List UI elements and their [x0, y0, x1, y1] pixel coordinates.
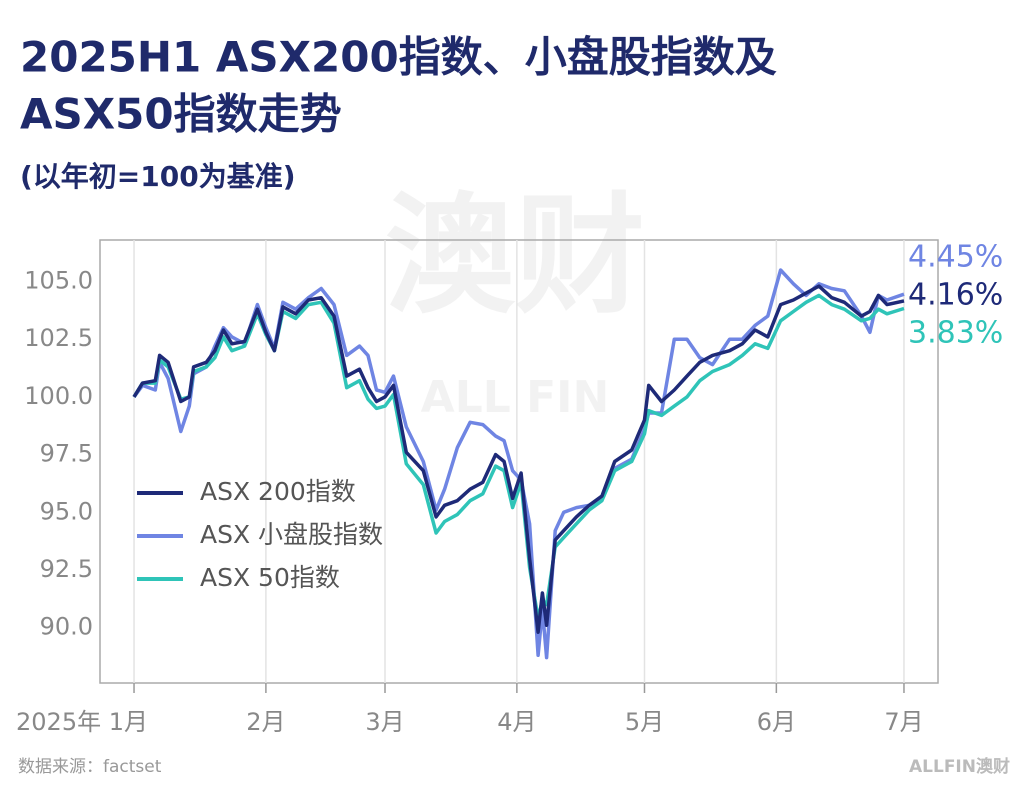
end-label: 3.83% [908, 316, 1003, 351]
y-tick-label: 105.0 [24, 267, 93, 295]
x-tick-label: 2月 [246, 708, 285, 736]
x-tick-label: 2025年 1月 [16, 708, 148, 736]
x-tick-label: 7月 [884, 708, 923, 736]
end-label: 4.45% [908, 240, 1003, 275]
plot-frame [99, 239, 939, 684]
x-tick-label: 4月 [497, 708, 536, 736]
x-tick-label: 3月 [365, 708, 404, 736]
x-tick-label: 5月 [625, 708, 664, 736]
legend-label: ASX 50指数 [200, 563, 340, 592]
y-tick-label: 90.0 [40, 613, 93, 641]
legend-label: ASX 小盘股指数 [200, 520, 383, 549]
source: 数据来源：factset [18, 757, 162, 777]
chart-title: ASX50指数走势 [20, 90, 342, 139]
y-tick-label: 102.5 [24, 324, 93, 352]
y-tick-label: 92.5 [40, 555, 93, 583]
legend-label: ASX 200指数 [200, 477, 356, 506]
watermark: ALL FIN [421, 372, 610, 423]
line [132, 284, 905, 634]
logo: ALLFIN澳财 [909, 756, 1010, 777]
line [132, 293, 905, 621]
watermark: 澳财 [385, 180, 645, 332]
chart-title: 2025H1 ASX200指数、小盘股指数及 [20, 33, 777, 82]
end-label: 4.16% [908, 278, 1003, 313]
x-tick-label: 6月 [757, 708, 796, 736]
y-tick-label: 97.5 [40, 440, 93, 468]
chart-subtitle: (以年初=100为基准) [20, 160, 296, 193]
y-tick-label: 100.0 [24, 382, 93, 410]
y-tick-label: 95.0 [40, 497, 93, 525]
